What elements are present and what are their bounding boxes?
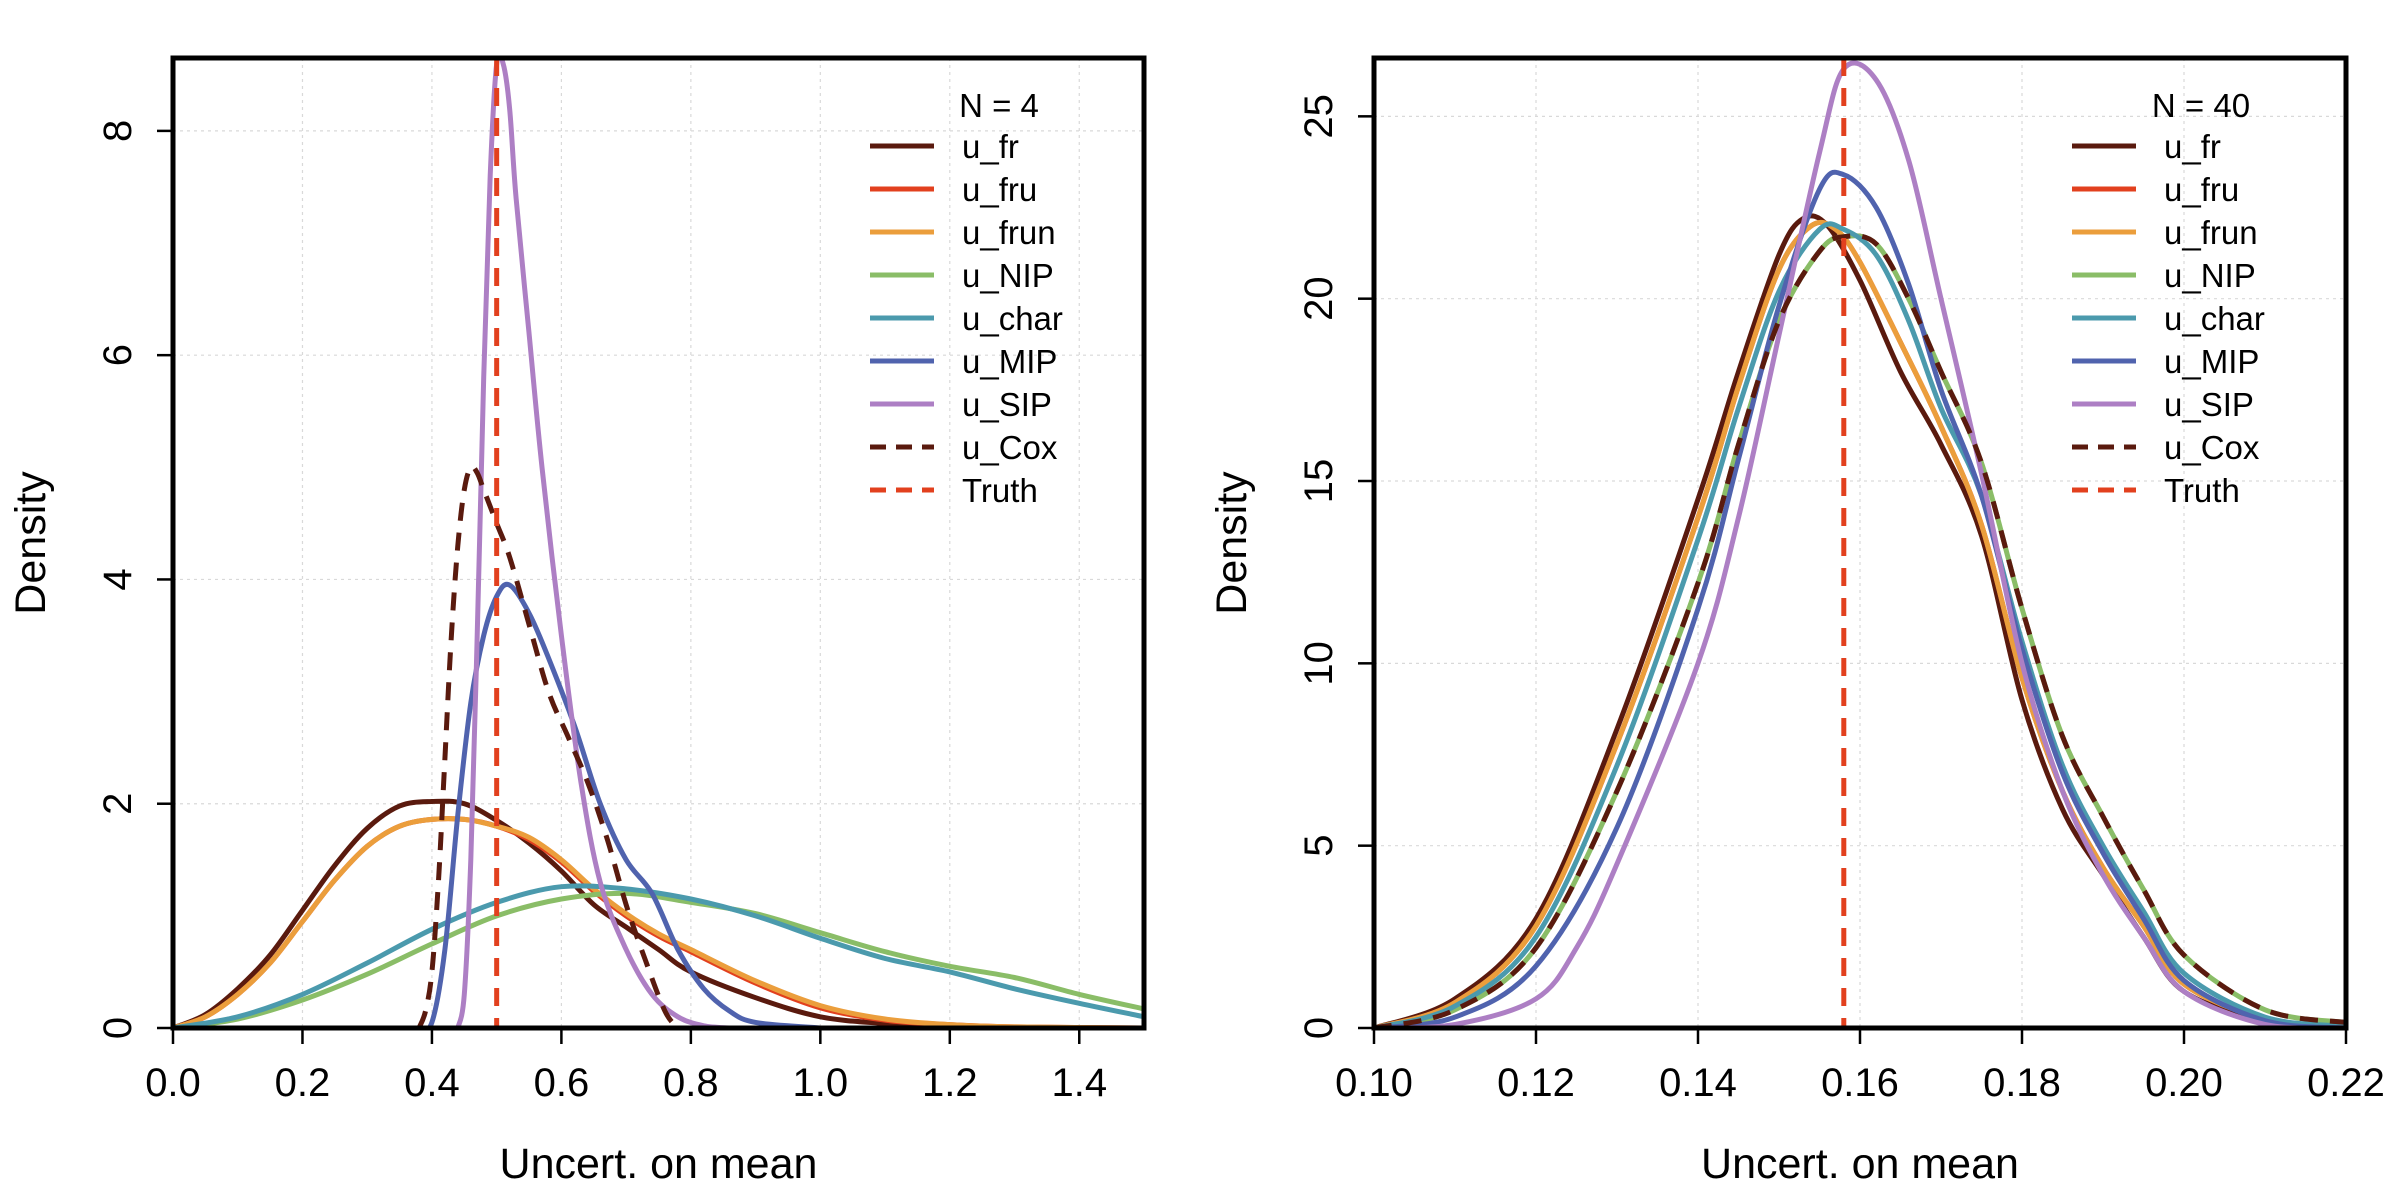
series-group [173,58,1144,1028]
x-tick-label: 0.20 [2145,1061,2223,1105]
legend-label: u_NIP [2164,257,2256,294]
panel-n4: 0.0 0.2 0.4 0.6 0.8 1.0 1.2 1.4 0 2 4 6 8 Uncert. on … [7,55,1147,1188]
series-u-cox [416,463,680,1028]
y-tick-label: 6 [96,344,140,366]
series-u-char [173,883,1144,1028]
legend-label: u_MIP [962,343,1057,380]
legend-label: u_MIP [2164,343,2259,380]
x-tick-label: 0.16 [1821,1061,1899,1105]
y-tick-label: 5 [1297,835,1341,857]
legend-label: u_frun [962,214,1056,251]
legend-label: u_Cox [2164,429,2260,466]
x-tick-label: 0.18 [1983,1061,2061,1105]
y-tick-label: 10 [1297,641,1341,686]
legend-label: u_SIP [962,386,1052,423]
x-tick-label: 0.22 [2307,1061,2385,1105]
legend-label: u_fru [962,171,1037,208]
x-tick-label: 0.6 [534,1061,590,1105]
y-axis-label: Density [7,471,55,615]
legend-label: u_char [962,300,1063,337]
legend-label: u_NIP [962,257,1054,294]
x-tick-label: 0.4 [404,1061,460,1105]
x-tick-label: 1.0 [793,1061,849,1105]
legend: N = 40 u_fr u_fru u_frun u_NIP u_char u_MIP u_S… [2072,87,2265,509]
plot-frame [170,55,1147,1031]
legend-label: u_frun [2164,214,2258,251]
legend-label: u_fru [2164,171,2239,208]
panel-n40: 0.10 0.12 0.14 0.16 0.18 0.20 0.22 0 5 10 15 20 25 Un… [1208,55,2385,1188]
legend-label: u_SIP [2164,386,2254,423]
series-group [1374,60,2346,1028]
series-u-char [1374,221,2346,1028]
x-axis-label: Uncert. on mean [1701,1140,2019,1188]
series-u-nip [173,890,1144,1028]
series-u-frun [173,816,1144,1028]
x-tick-label: 0.0 [145,1061,201,1105]
legend-label: u_char [2164,300,2265,337]
legend-title: N = 4 [959,87,1039,124]
legend-label: Truth [2164,472,2240,509]
series-u-frun [1374,219,2346,1028]
legend-label: u_Cox [962,429,1058,466]
x-tick-label: 1.2 [922,1061,978,1105]
x-tick-label: 0.10 [1335,1061,1413,1105]
series-u-sip [455,58,733,1028]
series-u-fr [173,798,1144,1028]
legend: N = 4 u_fr u_fru u_frun u_NIP u_char u_MIP u_SI… [870,87,1063,509]
legend-label: Truth [962,472,1038,509]
y-tick-label: 20 [1297,276,1341,321]
x-tick-label: 0.12 [1497,1061,1575,1105]
y-tick-label: 0 [96,1017,140,1039]
x-axis-label: Uncert. on mean [500,1140,818,1188]
series-u-cox [1374,233,2346,1028]
series-u-sip [1374,60,2346,1028]
x-tick-label: 1.4 [1051,1061,1107,1105]
y-tick-label: 15 [1297,459,1341,504]
y-tick-label: 25 [1297,94,1341,138]
x-tick-label: 0.8 [663,1061,719,1105]
series-u-mip [416,581,823,1028]
x-tick-label: 0.14 [1659,1061,1737,1105]
legend-label: u_fr [2164,128,2221,165]
y-tick-label: 8 [96,120,140,142]
y-tick-label: 2 [96,793,140,815]
legend-title: N = 40 [2152,87,2250,124]
y-axis-label: Density [1208,471,1256,615]
x-tick-label: 0.2 [275,1061,331,1105]
y-tick-label: 4 [96,568,140,590]
series-u-mip [1374,169,2346,1028]
legend-label: u_fr [962,128,1019,165]
y-tick-label: 0 [1297,1017,1341,1039]
